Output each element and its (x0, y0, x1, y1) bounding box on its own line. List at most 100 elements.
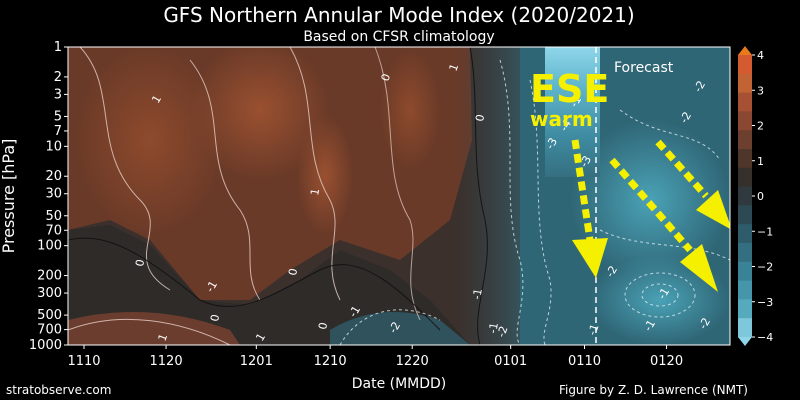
colorbar-arrow-bottom (738, 337, 752, 346)
colorbar-segment (738, 280, 752, 300)
cool-core-lower (590, 255, 730, 345)
contour-line (499, 59, 524, 345)
arrow-down (571, 139, 594, 241)
y-tick-label: 50 (45, 209, 62, 224)
contour-line (339, 309, 441, 345)
x-tick-label: 0101 (494, 354, 527, 369)
y-tick-label: 200 (37, 269, 62, 284)
contour-line (289, 47, 341, 301)
contour-label: 1 (156, 332, 171, 343)
y-tick-label: 1000 (29, 338, 62, 353)
contour-line (79, 47, 171, 291)
contour-label: 0 (286, 267, 300, 276)
arrow-lower-right-head (680, 244, 718, 292)
contour-line (374, 47, 421, 321)
colorbar-tick-label: 2 (757, 120, 764, 133)
colorbar-arrow-top (738, 46, 752, 55)
contour-label: -1 (486, 321, 501, 334)
x-tick-label: 1210 (314, 354, 347, 369)
contour-line (619, 109, 721, 161)
contour-line (641, 283, 679, 307)
colorbar-segment (738, 318, 752, 338)
colorbar-segment (738, 186, 752, 206)
arrow-right-head (696, 190, 730, 229)
x-tick-label: 1110 (67, 354, 100, 369)
contour-line (624, 272, 696, 318)
colorbar-tick-label: 4 (757, 49, 764, 62)
contour-label: -2 (495, 324, 511, 339)
x-tick-label: 0110 (568, 354, 601, 369)
colorbar-segment (738, 299, 752, 319)
y-tick-label: 3 (54, 87, 62, 102)
footer-right: Figure by Z. D. Lawrence (NMT) (559, 383, 748, 397)
colorbar-segment (738, 73, 752, 94)
chart-subtitle: Based on CFSR climatology (303, 29, 494, 45)
colorbar-segment (738, 224, 752, 244)
contour-label: 0 (316, 321, 330, 330)
contour-line (68, 318, 231, 345)
annotation-arrows (571, 139, 730, 292)
surface-cool-wisp (330, 312, 470, 345)
warm-core-upper (190, 47, 330, 180)
colorbar-tick-label: −4 (757, 331, 773, 344)
colorbar-segment (738, 243, 752, 263)
colorbar: 4 3 2 1 0 −1 −2 −3 −4 (738, 46, 773, 346)
y-tick-label: 30 (45, 187, 62, 202)
colorbar-tick-label: −3 (757, 296, 773, 309)
contour-label: 1 (308, 187, 322, 196)
colorbar-tick-label: 1 (757, 155, 764, 168)
warm-core-mid (297, 115, 353, 235)
contour-line (189, 59, 261, 301)
contour-label: -1 (470, 287, 485, 300)
contour-label: -1 (586, 322, 602, 337)
arrow-down-head (572, 238, 608, 278)
footer-left: stratobserve.com (6, 383, 111, 397)
y-tick-label: 300 (37, 286, 62, 301)
arrow-right (655, 139, 709, 199)
plot-frame (67, 46, 731, 346)
x-axis: 1110 1120 1201 1210 1220 0101 0110 0120 (67, 345, 683, 369)
contour-label: 0 (208, 313, 222, 322)
colorbar-segment (738, 205, 752, 225)
y-tick-label: 70 (45, 223, 62, 238)
y-tick-label: 500 (37, 308, 62, 323)
contour-label: 0 (379, 72, 394, 83)
colorbar-segment (738, 130, 752, 150)
warm-core-left (75, 47, 225, 235)
y-tick-label: 10 (45, 139, 62, 154)
colorbar-segment (738, 92, 752, 112)
arrow-lower-right (609, 157, 693, 253)
contour-label: 0 (133, 258, 147, 267)
colorbar-segment (738, 149, 752, 169)
contour-line (469, 47, 488, 345)
contours (68, 47, 730, 345)
colorbar-tick-label: 3 (757, 84, 764, 97)
cool-core-column (545, 47, 600, 177)
plot-area: 1 0 1 0 1 0 -1 1 0 1 0 -1 -2 0 -1 -1 -2 … (68, 47, 730, 345)
x-axis-label: Date (MMDD) (352, 376, 447, 392)
colorbar-segment (738, 261, 752, 282)
warm-core-right (380, 50, 440, 170)
y-tick-label: 100 (37, 239, 62, 254)
colorbar-tick-label: −2 (757, 261, 773, 274)
y-tick-label: 700 (37, 323, 62, 338)
contour-line (68, 237, 441, 331)
x-tick-label: 1220 (396, 354, 429, 369)
y-axis-label: Pressure [hPa] (0, 139, 18, 254)
x-tick-label: 0120 (650, 354, 683, 369)
y-tick-label: 7 (54, 124, 62, 139)
contour-line (599, 229, 730, 261)
y-tick-label: 1 (54, 40, 62, 55)
colorbar-segment (738, 167, 752, 188)
y-tick-label: 20 (45, 169, 62, 184)
contour-line (529, 79, 552, 345)
forecast-label: Forecast (614, 60, 674, 76)
y-tick-label: 2 (54, 70, 62, 85)
event-label: ESE (530, 67, 609, 111)
colorbar-segment (738, 55, 752, 75)
contour-label: 1 (447, 62, 462, 73)
y-tick-label: 5 (54, 109, 62, 124)
colorbar-tick-label: 0 (757, 190, 764, 203)
